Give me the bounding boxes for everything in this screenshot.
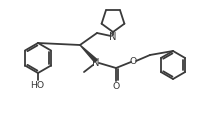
Text: N: N	[109, 32, 116, 42]
Polygon shape	[80, 45, 97, 62]
Text: O: O	[112, 82, 119, 91]
Text: N: N	[92, 58, 99, 68]
Text: HO: HO	[30, 81, 44, 90]
Text: O: O	[129, 57, 136, 66]
